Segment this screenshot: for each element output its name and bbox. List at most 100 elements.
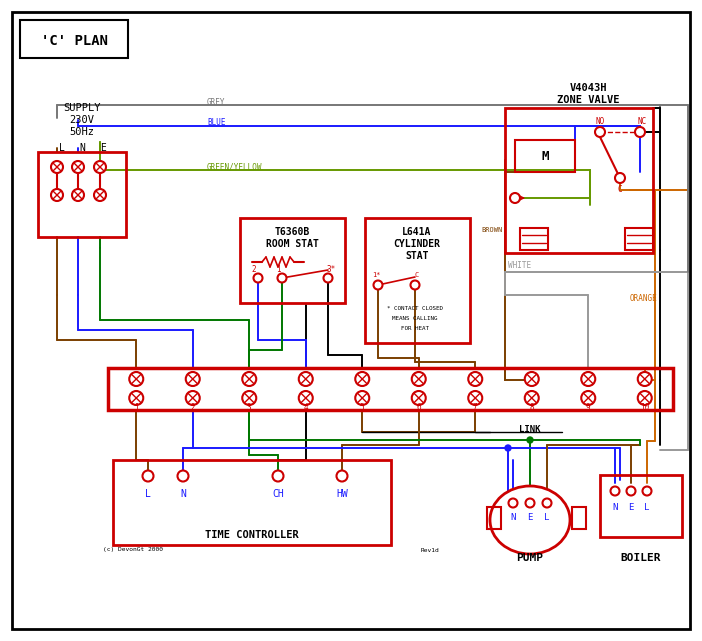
Text: WHITE: WHITE	[508, 260, 531, 269]
Text: 4: 4	[303, 403, 308, 412]
Text: HW: HW	[336, 489, 348, 499]
Circle shape	[186, 391, 200, 405]
Text: 2: 2	[252, 265, 256, 274]
Text: TIME CONTROLLER: TIME CONTROLLER	[205, 530, 299, 540]
Circle shape	[242, 372, 256, 386]
Circle shape	[635, 127, 645, 137]
Text: 1: 1	[276, 265, 280, 274]
Text: 5: 5	[360, 403, 364, 412]
Text: PUMP: PUMP	[517, 553, 543, 563]
Text: Rev1d: Rev1d	[420, 547, 439, 553]
Circle shape	[525, 391, 538, 405]
Text: NO: NO	[595, 117, 604, 126]
Text: E: E	[628, 503, 634, 513]
Text: 230V: 230V	[69, 115, 95, 125]
Circle shape	[412, 391, 425, 405]
Text: V4043H: V4043H	[569, 83, 607, 93]
Circle shape	[508, 499, 517, 508]
Text: 7: 7	[473, 403, 477, 412]
Bar	[240, 218, 345, 303]
Circle shape	[51, 161, 63, 173]
Bar	[108, 368, 673, 410]
Circle shape	[272, 470, 284, 481]
Text: GREY: GREY	[207, 97, 225, 106]
Circle shape	[581, 391, 595, 405]
Text: N: N	[79, 143, 85, 153]
Circle shape	[336, 470, 347, 481]
Text: L: L	[544, 513, 550, 522]
Circle shape	[299, 372, 313, 386]
Circle shape	[581, 372, 595, 386]
Circle shape	[510, 193, 520, 203]
Circle shape	[373, 281, 383, 290]
Text: ROOM STAT: ROOM STAT	[265, 239, 319, 249]
Circle shape	[505, 445, 511, 451]
Circle shape	[595, 127, 605, 137]
Text: E: E	[100, 143, 106, 153]
Circle shape	[637, 372, 651, 386]
Circle shape	[355, 391, 369, 405]
Circle shape	[611, 487, 619, 495]
Bar	[487, 507, 501, 529]
Bar	[600, 475, 682, 537]
Bar	[38, 152, 126, 237]
Circle shape	[468, 372, 482, 386]
Bar	[505, 108, 653, 253]
Circle shape	[94, 189, 106, 201]
Bar	[113, 460, 391, 545]
Circle shape	[253, 274, 263, 283]
Text: MEANS CALLING: MEANS CALLING	[392, 315, 438, 320]
Circle shape	[129, 372, 143, 386]
Circle shape	[299, 391, 313, 405]
Text: 9: 9	[586, 403, 590, 412]
Text: 8: 8	[529, 403, 534, 412]
Bar	[520, 228, 548, 250]
Bar	[20, 20, 128, 58]
Text: 1: 1	[134, 403, 138, 412]
Bar	[365, 218, 470, 343]
Circle shape	[637, 391, 651, 405]
Circle shape	[355, 372, 369, 386]
Text: 'C' PLAN: 'C' PLAN	[41, 34, 107, 48]
Text: L: L	[145, 489, 151, 499]
Bar	[625, 228, 653, 250]
Bar	[515, 140, 575, 172]
Circle shape	[129, 391, 143, 405]
Circle shape	[543, 499, 552, 508]
Text: M: M	[541, 149, 549, 163]
Circle shape	[143, 470, 154, 481]
Text: 3: 3	[247, 403, 251, 412]
Text: 10: 10	[640, 403, 649, 412]
Text: CYLINDER: CYLINDER	[394, 239, 440, 249]
Text: N: N	[180, 489, 186, 499]
Text: C: C	[618, 185, 622, 194]
Text: FOR HEAT: FOR HEAT	[401, 326, 429, 331]
Text: E: E	[527, 513, 533, 522]
Circle shape	[51, 189, 63, 201]
Text: (c) DevonGt 2000: (c) DevonGt 2000	[103, 547, 163, 553]
Text: ZONE VALVE: ZONE VALVE	[557, 95, 619, 105]
Text: 50Hz: 50Hz	[69, 127, 95, 137]
Text: LINK: LINK	[519, 426, 541, 435]
Text: BOILER: BOILER	[621, 553, 661, 563]
Bar	[572, 507, 586, 529]
Circle shape	[277, 274, 286, 283]
Text: BLUE: BLUE	[207, 117, 225, 126]
Ellipse shape	[490, 486, 570, 554]
Circle shape	[178, 470, 189, 481]
Circle shape	[525, 372, 538, 386]
Circle shape	[186, 372, 200, 386]
Circle shape	[72, 189, 84, 201]
Text: * CONTACT CLOSED: * CONTACT CLOSED	[387, 306, 443, 310]
Text: L: L	[644, 503, 649, 513]
Text: ORANGE: ORANGE	[630, 294, 658, 303]
Circle shape	[94, 161, 106, 173]
Text: L641A: L641A	[402, 227, 432, 237]
Circle shape	[324, 274, 333, 283]
Circle shape	[526, 499, 534, 508]
Circle shape	[626, 487, 635, 495]
Text: CH: CH	[272, 489, 284, 499]
Text: T6360B: T6360B	[274, 227, 310, 237]
Circle shape	[468, 391, 482, 405]
Text: 1*: 1*	[372, 272, 380, 278]
